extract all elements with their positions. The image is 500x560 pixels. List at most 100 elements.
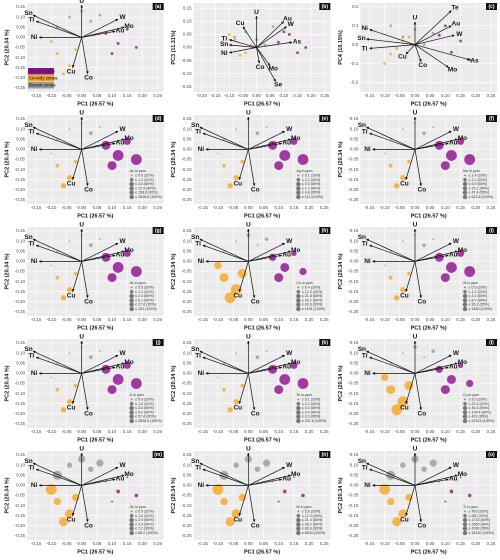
panel-label: (c) [488, 4, 494, 10]
data-point [217, 152, 219, 155]
data-point [73, 159, 78, 164]
size-legend-swatch [462, 405, 468, 411]
x-tick-label: 0.00 [411, 93, 420, 98]
loading-arrow [202, 244, 249, 262]
loading-label: Sn [220, 41, 228, 48]
y-tick-label: -0.25 [181, 197, 192, 202]
data-point [58, 517, 68, 527]
data-point [231, 509, 241, 519]
x-tick-label: 0.25 [487, 429, 496, 434]
y-tick-label: -0.15 [15, 289, 26, 294]
y-tick-label: -0.10 [348, 503, 359, 508]
panel-label-box [319, 115, 331, 122]
size-legend-label: ≤ 1.8 (40%) [135, 402, 154, 406]
size-legend-label: ≤ 66.2 (100%) [135, 531, 158, 535]
data-point [398, 509, 408, 519]
x-axis-label: PC1 (26.57 %) [77, 101, 113, 107]
y-tick-label: 0.00 [16, 371, 25, 376]
y-tick-label: 0.10 [183, 350, 192, 355]
size-legend-label: ≤ 1.3 (40%) [135, 178, 154, 182]
x-tick-label: 0.20 [471, 429, 480, 434]
panel-label-box [486, 339, 497, 346]
data-point [112, 262, 124, 273]
loading-arrow [414, 362, 458, 374]
loading-arrow [366, 126, 416, 150]
data-point [389, 24, 393, 28]
size-legend-label: ≤ 3.3 (95%) [302, 415, 321, 419]
data-point [227, 33, 231, 36]
y-tick-label: 0.10 [16, 350, 25, 355]
size-legend-swatch [462, 522, 468, 527]
data-point [440, 161, 450, 171]
y-tick-label: -0.10 [181, 167, 192, 172]
loading-label: Mo [448, 66, 457, 73]
data-point [277, 500, 280, 503]
loading-arrow [35, 468, 82, 486]
size-legend-swatch [296, 530, 301, 536]
loading-label: Mo [291, 359, 300, 366]
y-tick-label: 0.10 [16, 462, 25, 467]
y-tick-label: 0.00 [350, 259, 359, 264]
y-tick-label: -0.10 [181, 279, 192, 284]
y-tick-label: -0.05 [181, 381, 192, 386]
loading-label: Co [251, 186, 260, 193]
x-axis-label: PC1 (26.57 %) [411, 549, 447, 555]
loading-label: Ni [31, 146, 38, 153]
x-tick-label: 0.15 [290, 205, 299, 210]
y-tick-label: -0.05 [181, 58, 192, 63]
data-point [68, 15, 71, 19]
panel-label-box [319, 3, 331, 10]
panel-label: (d) [155, 116, 162, 122]
panel-label: (b) [322, 4, 329, 10]
data-point [55, 275, 60, 280]
x-tick-label: 0.20 [305, 541, 314, 546]
size-legend-label: ≤ 0.6 (20%) [135, 173, 154, 177]
y-tick-label: -0.15 [181, 513, 192, 518]
size-legend-swatch [297, 174, 300, 177]
x-tick-label: 0.10 [279, 93, 288, 98]
x-tick-label: 0.10 [274, 205, 283, 210]
loading-label: As [470, 58, 479, 65]
loading-label: W [286, 126, 293, 133]
x-tick-label: -0.10 [379, 317, 390, 322]
data-point [134, 493, 139, 498]
size-legend-label: ≤ 3.2 (40%) [469, 178, 488, 182]
size-legend-label: ≤ 7.2 (95%) [135, 527, 154, 531]
data-point [388, 275, 393, 280]
data-point [435, 365, 443, 373]
panel: -0.15 -0.10 -0.05 0.00 0.05 0.10 0.15 0.20 0.25 0… [4, 0, 164, 107]
x-tick-label: 0.20 [471, 317, 480, 322]
loading-arrow [247, 373, 256, 411]
size-legend-label: ≤ 11.9 (40%) [302, 514, 322, 518]
loading-label: Mo [458, 359, 467, 366]
y-tick-label: 0.15 [183, 452, 192, 457]
data-point [89, 19, 93, 23]
x-tick-label: 0.00 [77, 93, 86, 98]
data-point [123, 137, 131, 145]
loading-label: Sn [358, 458, 366, 465]
loading-arrow [256, 47, 261, 64]
loading-arrow [35, 356, 82, 374]
y-tick-label: -0.20 [348, 299, 359, 304]
y-tick-label: 0.10 [183, 238, 192, 243]
y-tick-label: -0.05 [181, 269, 192, 274]
data-point [265, 350, 268, 353]
size-legend-label: ≤ 132 (100%) [135, 307, 157, 311]
data-point [49, 40, 53, 43]
loading-label: Au [282, 139, 291, 146]
size-legend-swatch [129, 293, 134, 299]
x-tick-label: 0.25 [320, 541, 329, 546]
data-point [220, 497, 228, 506]
y-tick-label: -0.25 [15, 533, 26, 538]
y-tick-label: 0.05 [183, 136, 192, 141]
data-point [290, 361, 298, 369]
data-point [262, 459, 271, 467]
data-point [98, 350, 101, 353]
loading-label: Co [418, 410, 427, 417]
size-legend-swatch [296, 517, 301, 523]
loading-arrow [414, 261, 423, 299]
size-legend-label: ≤ 113 (100%) [302, 195, 323, 199]
size-legend-swatch [296, 290, 301, 294]
size-legend-label: ≤ 12.9 (80%) [135, 186, 156, 190]
loading-label: Ni [364, 370, 371, 377]
